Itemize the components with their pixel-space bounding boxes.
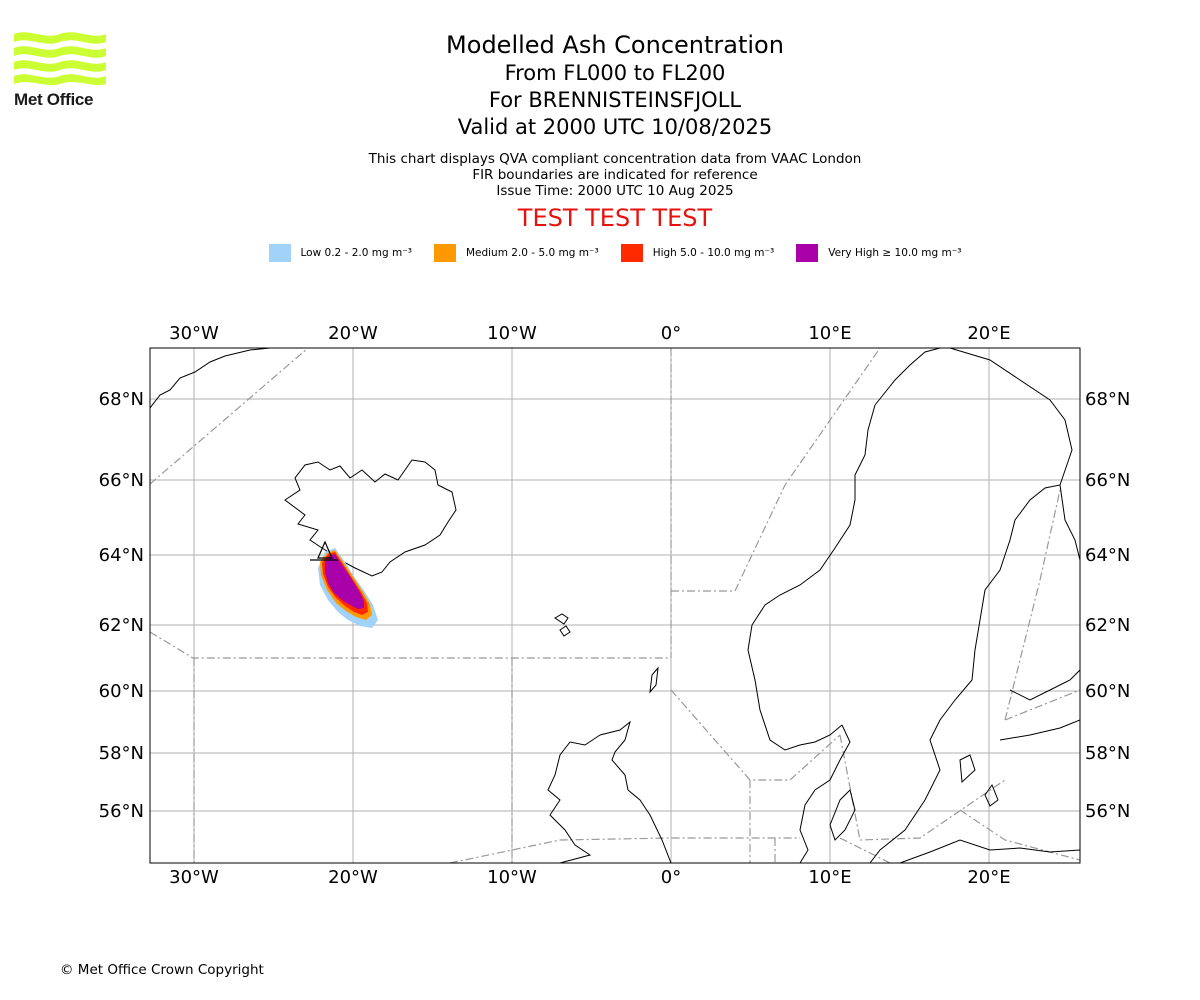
lat-labels-left: 68°N 66°N 64°N 62°N 60°N 58°N 56°N — [99, 389, 144, 822]
lat-label-68n-right: 68°N — [1085, 389, 1130, 410]
volcano-name: For BRENNISTEINSFJOLL — [488, 88, 742, 112]
legend-item-very-high: Very High ≥ 10.0 mg m⁻³ — [796, 244, 961, 262]
lat-label-60n-right: 60°N — [1085, 681, 1130, 702]
legend-swatch-medium — [433, 244, 456, 262]
flight-level-range: From FL000 to FL200 — [504, 61, 726, 85]
map-frame — [149, 347, 1081, 864]
lat-label-58n-left: 58°N — [99, 743, 144, 764]
lat-label-68n-left: 68°N — [99, 389, 144, 410]
lon-labels-top: 30°W 20°W 10°W 0° 10°E 20°E — [169, 323, 1010, 344]
info-line-3: Issue Time: 2000 UTC 10 Aug 2025 — [496, 183, 734, 199]
lon-label-30w-bottom: 30°W — [169, 867, 219, 888]
legend-swatch-high — [620, 244, 643, 262]
lon-label-10w-bottom: 10°W — [487, 867, 537, 888]
legend-label-low: Low 0.2 - 2.0 mg m⁻³ — [300, 247, 412, 259]
met-office-wave-icon — [14, 32, 106, 85]
lon-label-10e-top: 10°E — [808, 323, 851, 344]
lon-label-30w-top: 30°W — [169, 323, 219, 344]
info-line-1: This chart displays QVA compliant concen… — [368, 151, 862, 167]
legend-label-medium: Medium 2.0 - 5.0 mg m⁻³ — [465, 247, 599, 259]
lon-label-20e-top: 20°E — [967, 323, 1010, 344]
lon-label-20e-bottom: 20°E — [967, 867, 1010, 888]
legend: Low 0.2 - 2.0 mg m⁻³ Medium 2.0 - 5.0 mg… — [0, 244, 1200, 262]
chart-title: Modelled Ash Concentration — [446, 31, 784, 59]
lon-labels-bottom: 30°W 20°W 10°W 0° 10°E 20°E — [169, 867, 1010, 888]
lat-label-56n-left: 56°N — [99, 801, 144, 822]
lat-label-62n-right: 62°N — [1085, 615, 1130, 636]
lat-label-56n-right: 56°N — [1085, 801, 1130, 822]
info-line-2: FIR boundaries are indicated for referen… — [472, 167, 758, 183]
lon-label-20w-top: 20°W — [328, 323, 378, 344]
legend-swatch-low — [268, 244, 291, 262]
lat-label-60n-left: 60°N — [99, 681, 144, 702]
lon-label-10e-bottom: 10°E — [808, 867, 851, 888]
test-banner: TEST TEST TEST — [517, 204, 713, 232]
legend-item-medium: Medium 2.0 - 5.0 mg m⁻³ — [433, 244, 599, 262]
coastlines — [150, 348, 1080, 863]
legend-label-very-high: Very High ≥ 10.0 mg m⁻³ — [828, 247, 962, 259]
met-office-logo: Met Office — [14, 30, 106, 110]
ash-plume — [318, 548, 378, 628]
volcano-marker-icon — [310, 540, 338, 561]
legend-label-high: High 5.0 - 10.0 mg m⁻³ — [652, 247, 775, 259]
lat-label-58n-right: 58°N — [1085, 743, 1130, 764]
lat-label-64n-right: 64°N — [1085, 545, 1130, 566]
fir-boundaries — [150, 348, 1080, 863]
copyright: © Met Office Crown Copyright — [60, 962, 264, 978]
legend-swatch-very-high — [796, 244, 819, 262]
lon-label-0-top: 0° — [661, 323, 681, 344]
logo-text: Met Office — [14, 90, 94, 109]
lat-label-62n-left: 62°N — [99, 615, 144, 636]
plume-very-high — [325, 554, 364, 609]
lat-label-64n-left: 64°N — [99, 545, 144, 566]
chart-header: Modelled Ash Concentration From FL000 to… — [0, 30, 1200, 233]
legend-item-low: Low 0.2 - 2.0 mg m⁻³ — [268, 244, 412, 262]
lat-label-66n-left: 66°N — [99, 470, 144, 491]
lon-label-20w-bottom: 20°W — [328, 867, 378, 888]
legend-item-high: High 5.0 - 10.0 mg m⁻³ — [620, 244, 775, 262]
lon-label-0-bottom: 0° — [661, 867, 681, 888]
valid-time: Valid at 2000 UTC 10/08/2025 — [457, 115, 773, 139]
lat-label-66n-right: 66°N — [1085, 470, 1130, 491]
lon-label-10w-top: 10°W — [487, 323, 537, 344]
lat-labels-right: 68°N 66°N 64°N 62°N 60°N 58°N 56°N — [1085, 389, 1130, 822]
graticule — [150, 348, 1080, 863]
